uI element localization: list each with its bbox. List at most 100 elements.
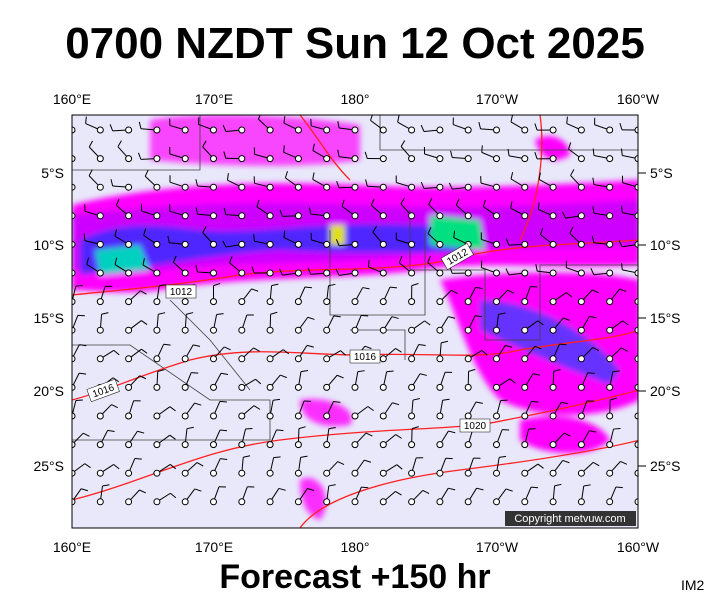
barb-stem [72,215,73,216]
barb-station [266,212,274,220]
barb-flag [568,142,572,150]
barb-station [606,412,614,420]
barb-flag [278,487,286,491]
barb-station [493,441,500,449]
barb-station [351,298,359,306]
barb-flag [392,402,400,406]
barb-station [634,269,638,277]
barb-flag [307,488,315,491]
barb-station [210,498,217,506]
barb-flag [253,347,260,352]
barb-flag [537,320,544,326]
barb-flag [559,343,567,346]
barb-station [351,155,359,163]
barb-station [379,498,387,506]
barb-station [294,212,302,220]
barb-station [294,298,302,306]
barb-station [323,212,331,220]
barb-station [96,412,104,420]
barb-flag [195,207,199,215]
barb-station [266,498,274,506]
barb-flag [107,429,115,433]
barb-flag [141,320,148,325]
barb-station [436,126,444,134]
barb-flag [163,343,171,346]
barb-station [125,240,133,248]
barb-flag [273,456,281,459]
barb-flag [361,314,369,317]
barb-station [323,183,331,191]
barb-station [464,183,472,191]
barb-flag [284,171,288,179]
barb-flag [646,345,653,346]
barb-flag [569,226,574,234]
barb-station [210,269,217,277]
barb-station [210,383,217,391]
barb-station [577,383,585,391]
barb-station [96,498,104,506]
barb-flag [592,148,595,156]
barb-station [266,355,274,363]
barb-flag [411,426,419,430]
barb-flag [566,292,573,298]
lon-label: 170°E [195,91,233,107]
barb-flag [101,312,109,315]
barb-stem [637,329,638,331]
isobar-label-box [349,349,381,364]
barb-flag [257,115,261,120]
barb-flag [341,199,345,207]
barb-station [379,441,387,449]
barb-flag [424,320,431,326]
barb-station [549,383,557,391]
boundaries [72,115,638,441]
barb-flag [398,256,403,263]
barb-station [493,498,500,506]
lon-label: 180° [341,539,370,555]
barb-station [464,441,472,449]
barb-flag [220,372,228,375]
barb-station [72,355,76,363]
lat-label: 5°S [650,165,673,181]
barb-flag [220,429,228,432]
barb-station [408,412,416,420]
barb-flag [621,205,623,213]
barb-flag [367,406,374,412]
barb-flag [448,430,456,434]
barb-flag [255,378,262,385]
barb-station [634,183,638,191]
barb-station [436,355,444,363]
barb-station [521,298,529,306]
barb-station [521,498,529,506]
barb-station [577,355,585,363]
barb-station [521,240,529,248]
barb-station [96,240,104,248]
barb-station [294,355,302,363]
barb-stem [72,187,73,188]
barb-station [72,441,76,449]
barb-station [634,355,638,363]
barb-flag [170,492,177,499]
barb-flag [441,340,449,344]
barb-flag [534,152,538,159]
barb-station [351,383,359,391]
barb-flag [340,350,347,356]
title: 0700 NZDT Sun 12 Oct 2025 [65,19,645,68]
lon-label: 170°E [195,539,233,555]
barb-flag [307,316,315,320]
barb-flag [110,179,114,187]
barb-flag [335,268,340,276]
barb-station [493,412,500,420]
barb-station [577,412,585,420]
barb-station [294,383,302,391]
barb-station [96,326,104,334]
barb-flag [370,198,375,206]
lat-label: 20°S [650,383,681,399]
barb-station [379,412,387,420]
barb-flag [138,121,142,129]
barb-station [72,183,76,191]
barb-flag [88,140,94,148]
barb-flag [220,458,228,460]
barb-flag [328,426,336,430]
barb-station [408,441,416,449]
barb-station [379,383,387,391]
